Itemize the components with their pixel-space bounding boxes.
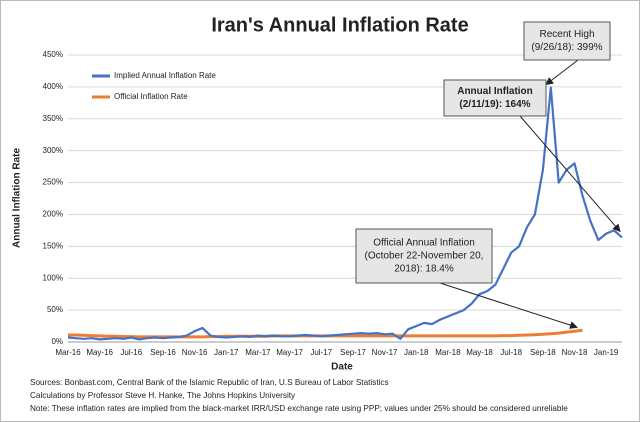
- x-tick-label: Nov-18: [562, 348, 588, 357]
- annotation-box: [443, 79, 547, 117]
- annotation-text: (October 22-November 20,: [365, 251, 484, 262]
- x-tick-label: Jan-18: [404, 348, 429, 357]
- y-tick-label: 200%: [43, 210, 63, 219]
- annotation-arrow: [439, 282, 578, 329]
- x-tick-label: May-18: [466, 348, 493, 357]
- x-tick-label: Jan-19: [594, 348, 619, 357]
- annotation-arrow: [519, 115, 621, 233]
- y-axis-label: Annual Inflation Rate: [12, 148, 23, 248]
- x-tick-label: May-16: [86, 348, 113, 357]
- x-tick-label: Sep-16: [150, 348, 176, 357]
- source-note: Sources: Bonbast.com, Central Bank of th…: [30, 378, 389, 387]
- y-tick-label: 150%: [43, 241, 63, 250]
- x-tick-label: Jan-17: [214, 348, 239, 357]
- annotation-box: [523, 21, 611, 61]
- y-tick-label: 350%: [43, 114, 63, 123]
- x-tick-label: Mar-16: [55, 348, 81, 357]
- annotation-box: [355, 228, 493, 284]
- annotation-text: Recent High: [539, 29, 594, 40]
- x-tick-label: Sep-18: [530, 348, 556, 357]
- annotation-text: Annual Inflation: [457, 86, 533, 97]
- y-tick-label: 0%: [51, 337, 63, 346]
- annotation-arrow: [545, 59, 579, 86]
- series-line: [67, 86, 623, 341]
- legend-label: Official Inflation Rate: [114, 92, 188, 101]
- y-tick-label: 300%: [43, 146, 63, 155]
- y-tick-label: 100%: [43, 273, 63, 282]
- x-tick-label: Nov-16: [182, 348, 208, 357]
- y-tick-label: 250%: [43, 178, 63, 187]
- source-note: Calculations by Professor Steve H. Hanke…: [30, 391, 296, 400]
- source-note: Note: These inflation rates are implied …: [30, 404, 568, 413]
- legend-label: Implied Annual Inflation Rate: [114, 71, 216, 80]
- x-tick-label: Nov-17: [372, 348, 398, 357]
- annotation-text: (9/26/18): 399%: [531, 42, 602, 53]
- annotation-text: 2018): 18.4%: [394, 264, 454, 275]
- x-axis-label: Date: [331, 362, 353, 373]
- x-tick-label: Sep-17: [340, 348, 366, 357]
- x-tick-label: Jul-18: [500, 348, 522, 357]
- y-tick-label: 50%: [47, 305, 63, 314]
- x-tick-label: Jul-16: [120, 348, 142, 357]
- annotation-text: (2/11/19): 164%: [459, 99, 530, 110]
- x-tick-label: May-17: [276, 348, 303, 357]
- annotation-text: Official Annual Inflation: [373, 238, 475, 249]
- x-tick-label: Mar-17: [245, 348, 271, 357]
- y-tick-label: 450%: [43, 50, 63, 59]
- chart-title: Iran's Annual Inflation Rate: [211, 14, 468, 36]
- y-tick-label: 400%: [43, 82, 63, 91]
- x-tick-label: Mar-18: [435, 348, 461, 357]
- x-tick-label: Jul-17: [310, 348, 332, 357]
